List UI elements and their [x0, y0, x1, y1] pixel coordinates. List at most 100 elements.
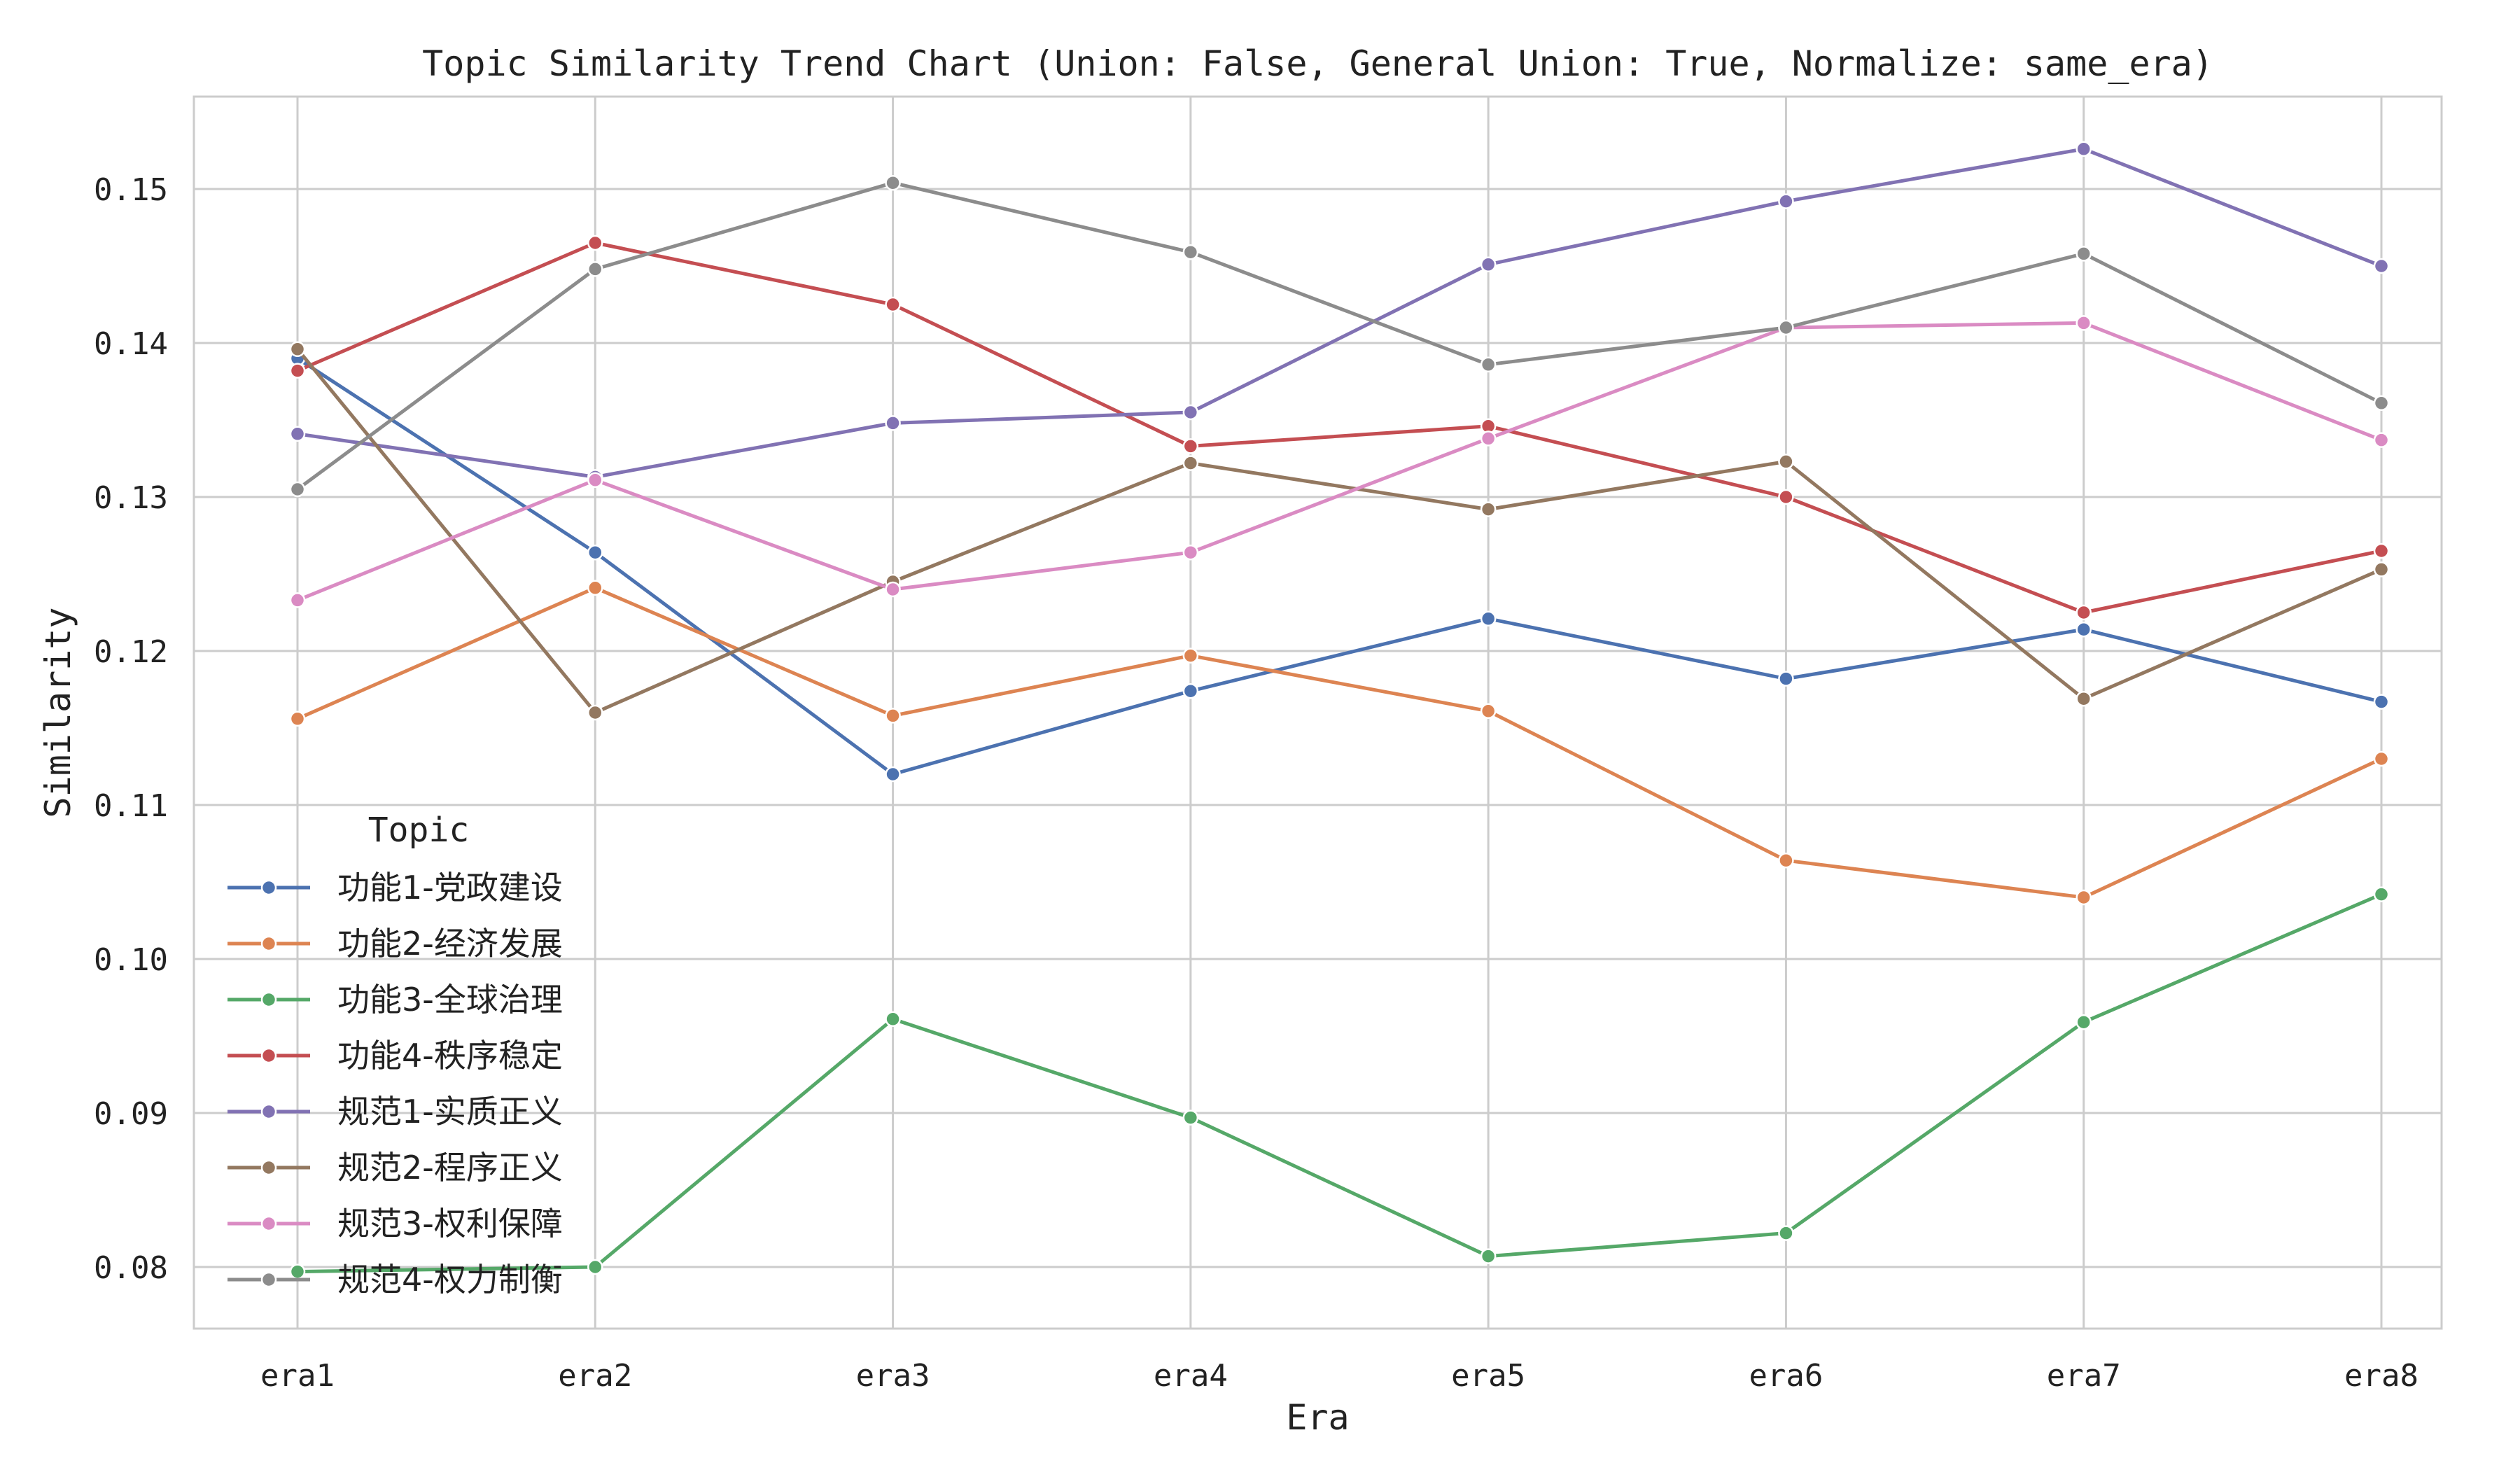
- data-point: [289, 481, 306, 498]
- data-point: [2076, 690, 2092, 707]
- y-tick-label: 0.10: [94, 942, 168, 978]
- data-point: [2076, 621, 2092, 638]
- data-point: [1480, 430, 1497, 447]
- data-point: [587, 580, 603, 596]
- series-1: [289, 350, 2390, 783]
- data-point: [2373, 750, 2390, 767]
- data-point: [1182, 244, 1199, 260]
- data-point: [2076, 889, 2092, 906]
- data-point: [1480, 256, 1497, 273]
- legend-marker: [260, 1047, 277, 1064]
- y-tick-label: 0.11: [94, 788, 168, 824]
- legend-marker: [260, 991, 277, 1008]
- x-tick-label: era5: [1451, 1358, 1525, 1394]
- data-point: [885, 766, 901, 783]
- data-point: [885, 174, 901, 191]
- data-point: [1182, 1110, 1199, 1126]
- series-2: [289, 580, 2390, 906]
- data-point: [885, 708, 901, 724]
- grid: [194, 97, 2442, 1329]
- plot-frame: [192, 95, 2443, 1330]
- legend-marker: [260, 1271, 277, 1288]
- legend-label: 规范3-权利保障: [337, 1205, 563, 1242]
- series-line: [296, 586, 2383, 899]
- legend-label: 规范4-权力制衡: [337, 1261, 563, 1298]
- data-point: [587, 1259, 603, 1275]
- x-tick-label: era6: [1749, 1358, 1823, 1394]
- y-axis-label: Similarity: [38, 607, 78, 818]
- legend-title: Topic: [368, 811, 470, 850]
- series-line: [297, 892, 2382, 1274]
- x-tick-label: era2: [558, 1358, 632, 1394]
- data-point: [2076, 1014, 2092, 1030]
- data-point: [289, 426, 306, 442]
- data-point: [1778, 852, 1794, 869]
- data-point: [587, 472, 603, 489]
- data-point: [289, 1264, 306, 1280]
- data-point: [289, 710, 306, 727]
- data-point: [1480, 356, 1497, 373]
- data-point: [587, 261, 603, 277]
- series-8: [289, 174, 2390, 498]
- data-point: [1182, 455, 1199, 471]
- data-point: [1182, 404, 1199, 421]
- data-point: [2373, 432, 2390, 448]
- legend-label: 功能4-秩序稳定: [337, 1037, 563, 1074]
- x-tick-label: era7: [2047, 1358, 2121, 1394]
- data-point: [1778, 489, 1794, 505]
- x-tick-label: era8: [2344, 1358, 2418, 1394]
- legend-item: 功能4-秩序稳定: [227, 1037, 563, 1074]
- series-lines: [289, 141, 2390, 1280]
- legend-item: 规范2-程序正义: [227, 1149, 563, 1186]
- legend-marker: [260, 1103, 277, 1120]
- x-tick-label: era1: [260, 1358, 335, 1394]
- legend-label: 功能2-经济发展: [337, 925, 563, 962]
- data-point: [1480, 703, 1497, 720]
- data-point: [1778, 1225, 1794, 1241]
- data-point: [2373, 258, 2390, 274]
- legend-marker: [260, 935, 277, 952]
- legend-marker: [260, 879, 277, 896]
- series-line: [296, 181, 2383, 491]
- x-axis-label: Era: [1286, 1397, 1349, 1438]
- legend-item: 功能2-经济发展: [227, 925, 563, 962]
- data-point: [1778, 671, 1794, 687]
- data-point: [885, 1011, 901, 1028]
- series-line: [297, 321, 2382, 602]
- legend-item: 功能1-党政建设: [227, 869, 563, 906]
- legend-label: 功能3-全球治理: [337, 981, 563, 1018]
- legend-marker: [260, 1159, 277, 1176]
- data-point: [2373, 886, 2390, 902]
- x-tick-label: era3: [856, 1358, 930, 1394]
- data-point: [2373, 694, 2390, 710]
- y-tick-label: 0.08: [94, 1250, 168, 1286]
- legend: Topic 功能1-党政建设功能2-经济发展功能3-全球治理功能4-秩序稳定规范…: [227, 811, 563, 1298]
- series-line: [296, 348, 2382, 715]
- data-point: [1182, 544, 1199, 561]
- y-tick-label: 0.14: [94, 326, 168, 362]
- data-point: [2076, 246, 2092, 262]
- data-point: [2076, 141, 2092, 158]
- data-point: [2373, 395, 2390, 412]
- data-point: [587, 544, 603, 561]
- x-axis-ticks: era1 era2 era3 era4 era5 era6 era7 era8: [260, 1358, 2418, 1394]
- data-point: [1778, 193, 1794, 209]
- data-point: [2373, 561, 2390, 578]
- y-tick-label: 0.12: [94, 634, 168, 670]
- data-point: [885, 296, 901, 313]
- data-point: [1778, 454, 1794, 470]
- data-point: [2373, 542, 2390, 559]
- legend-item: 规范3-权利保障: [227, 1205, 563, 1242]
- legend-item: 规范4-权力制衡: [227, 1261, 563, 1298]
- data-point: [1182, 682, 1199, 699]
- series-line: [296, 356, 2382, 776]
- legend-item: 功能3-全球治理: [227, 981, 563, 1018]
- data-point: [1480, 610, 1497, 627]
- data-point: [587, 704, 603, 721]
- data-point: [1182, 648, 1199, 664]
- legend-label: 功能1-党政建设: [337, 869, 563, 906]
- legend-item: 规范1-实质正义: [227, 1093, 563, 1130]
- data-point: [1778, 319, 1794, 336]
- x-tick-label: era4: [1154, 1358, 1228, 1394]
- data-point: [289, 363, 306, 379]
